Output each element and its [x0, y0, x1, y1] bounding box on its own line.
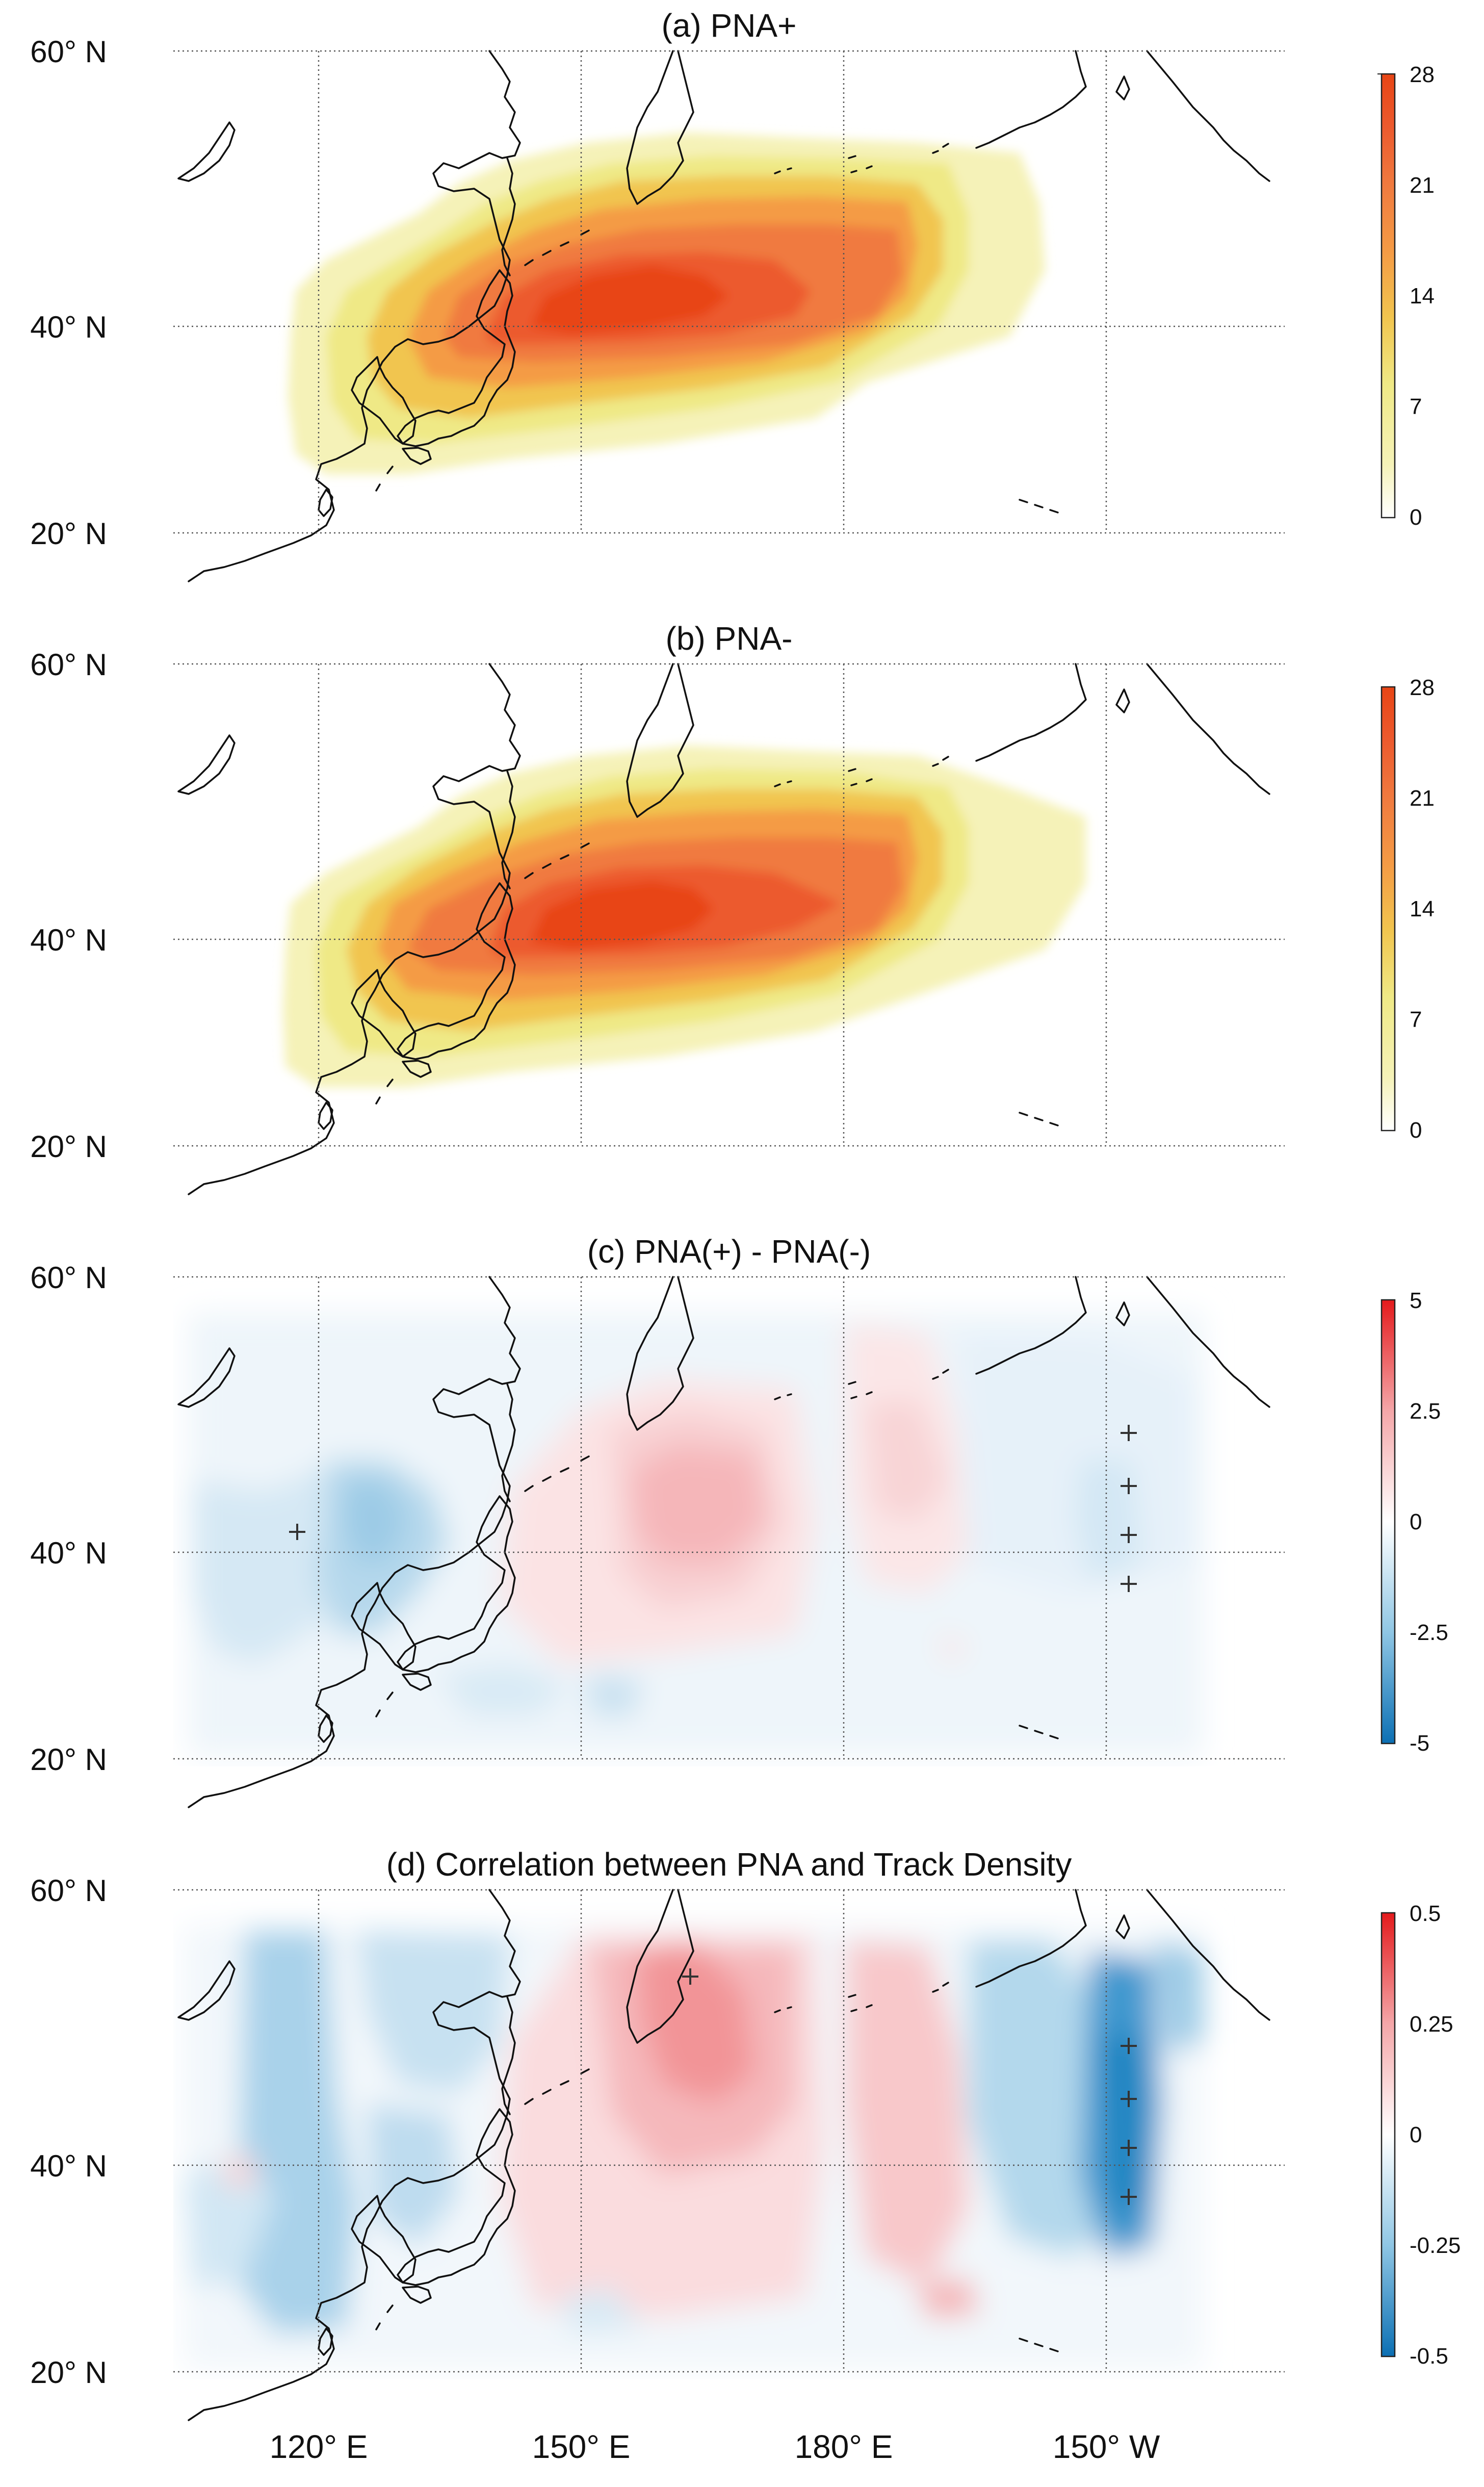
- lon-label-150e: 150° E: [532, 2428, 631, 2465]
- panel-c-sig-mark: [1121, 1576, 1137, 1592]
- panel-c-sig-mark: [289, 1524, 305, 1540]
- panel-a-colorbar-tick-0: 0: [1410, 505, 1422, 530]
- panel-c-sig-mark: [1121, 1425, 1137, 1441]
- panel-a-colorbar-tick-28: 28: [1410, 62, 1435, 87]
- panel-c-colorbar-tick-2-5: 2.5: [1410, 1399, 1441, 1424]
- panel-b-colorbar-tick-28: 28: [1410, 675, 1435, 700]
- panel-b-colorbar-tick-7: 7: [1410, 1007, 1422, 1032]
- panel-b-title: (b) PNA-: [666, 620, 793, 657]
- panel-a-lat-label-60n: 60° N: [30, 35, 107, 69]
- panel-a-colorbar-tick-21: 21: [1410, 173, 1435, 198]
- panel-d-colorbar: 0.5 0.25 0 -0.25 -0.5: [1381, 1901, 1461, 2369]
- panel-c-colorbar: 5 2.5 0 -2.5 -5: [1381, 1288, 1448, 1756]
- panel-d-lat-label-40n: 40° N: [30, 2149, 107, 2183]
- panel-a-colorbar: 28 21 14 7 0: [1377, 62, 1435, 530]
- panel-d-lat-label-60n: 60° N: [30, 1874, 107, 1908]
- panel-c-colorbar-tick-0: 0: [1410, 1509, 1422, 1534]
- panel-c-lat-label-20n: 20° N: [30, 1742, 107, 1777]
- panel-c-significance-markers: [289, 1425, 1137, 1592]
- panel-a-colorbar-tick-14: 14: [1410, 284, 1435, 309]
- panel-d-correlation: (d) Correlation between PNA and Track De…: [30, 1846, 1461, 2421]
- panel-d-title: (d) Correlation between PNA and Track De…: [386, 1846, 1072, 1883]
- panel-c-colorbar-tick-neg-2-5: -2.5: [1410, 1620, 1448, 1645]
- panel-b-colorbar: 28 21 14 7 0: [1381, 675, 1435, 1143]
- panel-c-contour-field: [189, 1313, 1203, 1756]
- panel-a-title: (a) PNA+: [662, 7, 797, 44]
- panel-c-sig-mark: [1121, 1527, 1137, 1543]
- longitude-axis: 120° E 150° E 180° E 150° W: [270, 2428, 1160, 2465]
- panel-d-lat-label-20n: 20° N: [30, 2355, 107, 2390]
- panel-d-colorbar-tick-0-25: 0.25: [1410, 2012, 1453, 2037]
- lon-label-150w: 150° W: [1053, 2428, 1160, 2465]
- panel-d-significance-markers: [682, 1968, 1137, 2205]
- panel-d-contour-field: [184, 1926, 1203, 2369]
- panel-a-contour-field: [288, 133, 1045, 474]
- panel-d-colorbar-tick-neg-0-5: -0.5: [1410, 2344, 1448, 2369]
- lon-label-120e: 120° E: [270, 2428, 368, 2465]
- panel-c-sig-mark: [1121, 1478, 1137, 1494]
- panel-a-pna-plus: (a) PNA+ 60° N 40°: [30, 7, 1435, 582]
- panel-d-sig-mark: [1121, 2189, 1137, 2205]
- panel-c-colorbar-tick-5: 5: [1410, 1288, 1422, 1313]
- panel-a-colorbar-tick-7: 7: [1410, 394, 1422, 419]
- panel-b-lat-label-20n: 20° N: [30, 1130, 107, 1164]
- lon-label-180e: 180° E: [795, 2428, 893, 2465]
- panel-c-colorbar-tick-neg-5: -5: [1410, 1731, 1429, 1756]
- panel-b-colorbar-tick-0: 0: [1410, 1118, 1422, 1143]
- panel-b-colorbar-tick-14: 14: [1410, 896, 1435, 921]
- panel-a-lat-label-40n: 40° N: [30, 310, 107, 344]
- panel-c-lat-label-40n: 40° N: [30, 1536, 107, 1570]
- panel-d-sig-mark: [1121, 2140, 1137, 2156]
- panel-b-contour-field: [283, 746, 1086, 1087]
- panel-b-lat-label-40n: 40° N: [30, 923, 107, 957]
- panel-c-title: (c) PNA(+) - PNA(-): [587, 1233, 871, 1270]
- panel-d-sig-mark: [682, 1968, 698, 1985]
- panel-b-pna-minus: (b) PNA- 60° N 40°: [30, 620, 1435, 1195]
- panel-b-colorbar-tick-21: 21: [1410, 786, 1435, 811]
- panel-d-colorbar-tick-0: 0: [1410, 2122, 1422, 2147]
- panel-d-sig-mark: [1121, 2038, 1137, 2054]
- panel-b-lat-label-60n: 60° N: [30, 648, 107, 682]
- panel-d-sig-mark: [1121, 2091, 1137, 2107]
- panel-c-lat-label-60n: 60° N: [30, 1261, 107, 1295]
- panel-a-lat-label-20n: 20° N: [30, 517, 107, 551]
- panel-d-colorbar-tick-0-5: 0.5: [1410, 1901, 1441, 1926]
- panel-d-colorbar-tick-neg-0-25: -0.25: [1410, 2233, 1461, 2258]
- panel-c-difference: (c) PNA(+) - PNA(-): [30, 1233, 1448, 1808]
